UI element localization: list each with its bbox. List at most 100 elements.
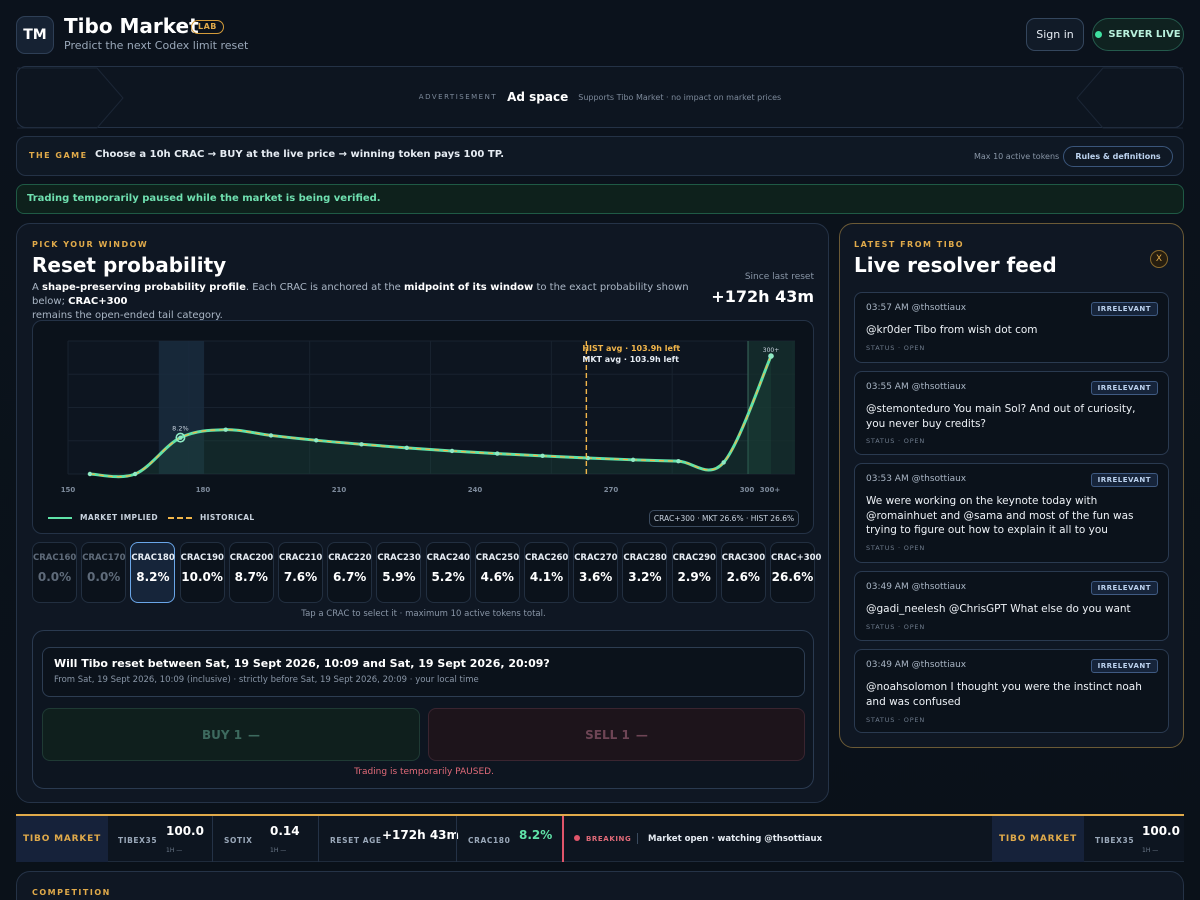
legend-historical: HISTORICAL xyxy=(168,513,255,522)
crac-tile-percent: 10.0% xyxy=(181,570,223,584)
tail-summary-pill: CRAC+300 · MKT 26.6% · HIST 26.6% xyxy=(649,510,799,527)
crac-tile[interactable]: CRAC280 3.2% xyxy=(622,542,668,603)
legend-market: MARKET IMPLIED xyxy=(48,513,158,522)
crac-tile[interactable]: CRAC200 8.7% xyxy=(228,542,274,603)
close-feed-button[interactable]: X xyxy=(1150,250,1168,268)
crac-tile-name: CRAC270 xyxy=(574,553,618,563)
ticker-tibex-sub-repeat: 1H — xyxy=(1142,847,1159,854)
x-tick-label: 150 xyxy=(61,486,76,494)
crac-tile[interactable]: CRAC180 8.2% xyxy=(130,542,176,603)
legend-market-swatch xyxy=(48,517,72,519)
feed-item-meta: 03:55 AM @thsottiaux xyxy=(866,382,967,392)
ad-left-ornament xyxy=(17,67,124,129)
crac-tile[interactable]: CRAC300 2.6% xyxy=(720,542,766,603)
x-tick-label: 240 xyxy=(468,486,483,494)
crac-tile-percent: 0.0% xyxy=(87,570,121,584)
trading-paused-note: Trading is temporarily PAUSED. xyxy=(354,767,494,777)
crac-tile-percent: 8.7% xyxy=(234,570,268,584)
crac-tile-percent: 5.9% xyxy=(382,570,416,584)
relevance-badge: IRRELEVANT xyxy=(1090,473,1158,487)
panel-description: A shape-preserving probability profile. … xyxy=(32,282,689,321)
feed-item-text: @kr0der Tibo from wish dot com xyxy=(866,324,1038,336)
crac-tile-percent: 0.0% xyxy=(37,570,72,584)
ticker-tibex-label: TIBEX35 xyxy=(118,836,158,845)
competition-section: COMPETITION xyxy=(16,871,1184,900)
market-point xyxy=(721,460,726,465)
ticker-sotix-value: 0.14 xyxy=(270,824,300,838)
breaking-label: BREAKING xyxy=(586,835,632,843)
x-tick-label: 300 xyxy=(740,486,755,494)
pause-banner: Trading temporarily paused while the mar… xyxy=(16,184,1184,214)
crac-tile[interactable]: CRAC290 2.9% xyxy=(671,542,717,603)
brand-title: Tibo Market xyxy=(64,14,199,38)
rules-button[interactable]: Rules & definitions xyxy=(1063,146,1173,167)
ticker-reset-label: RESET AGE xyxy=(330,836,382,845)
crac-tile[interactable]: CRAC+300 26.6% xyxy=(770,542,822,603)
feed-item[interactable]: 03:57 AM @thsottiaux IRRELEVANT @kr0der … xyxy=(854,292,1169,363)
x-tick-label: 180 xyxy=(196,486,211,494)
market-point xyxy=(178,435,183,440)
crac-tile-name: CRAC170 xyxy=(82,553,126,563)
probability-chart[interactable]: 8.2% 300+ HIST avg · 103.9h left MKT avg · … xyxy=(32,320,814,534)
ad-label: ADVERTISEMENT xyxy=(418,93,498,101)
ticker-bar: TIBO MARKET TIBEX35 100.0 1H — SOTIX 0.1… xyxy=(16,814,1184,862)
selected-point-label: 8.2% xyxy=(172,425,189,433)
relevance-badge: IRRELEVANT xyxy=(1090,659,1158,673)
feed-item-text: We were working on the keynote today wit… xyxy=(866,495,1134,536)
ad-banner[interactable]: ADVERTISEMENT Ad space Supports Tibo Mar… xyxy=(16,66,1184,129)
since-reset-label: Since last reset xyxy=(744,272,814,282)
crac-tile-name: CRAC260 xyxy=(525,553,569,563)
crac-tile[interactable]: CRAC160 0.0% xyxy=(32,542,77,603)
crac-tile-percent: 2.6% xyxy=(726,570,760,584)
crac-tile[interactable]: CRAC270 3.6% xyxy=(573,542,619,603)
hist-avg-label: HIST avg · 103.9h left xyxy=(582,344,680,353)
feed-item[interactable]: 03:49 AM @thsottiaux IRRELEVANT @noahsol… xyxy=(854,649,1169,733)
feed-kicker: LATEST FROM TIBO xyxy=(854,240,965,249)
market-area xyxy=(89,356,771,477)
crac-tile-name: CRAC280 xyxy=(623,553,667,563)
crac-tile-name: CRAC+300 xyxy=(771,553,822,563)
server-status-button[interactable]: SERVER LIVE xyxy=(1092,18,1184,51)
crac-tile[interactable]: CRAC190 10.0% xyxy=(179,542,225,603)
chart-svg[interactable]: 8.2% 300+ HIST avg · 103.9h left MKT avg · … xyxy=(33,321,815,506)
crac-tile-name: CRAC200 xyxy=(229,553,274,563)
crac-tile[interactable]: CRAC250 4.6% xyxy=(474,542,520,603)
crac-tile[interactable]: CRAC260 4.1% xyxy=(524,542,569,603)
crac-tile[interactable]: CRAC230 5.9% xyxy=(376,542,422,603)
breaking-separator xyxy=(637,833,638,844)
feed-item-status: STATUS · OPEN xyxy=(866,623,925,631)
relevance-badge: IRRELEVANT xyxy=(1090,302,1158,316)
relevance-badge: IRRELEVANT xyxy=(1090,581,1158,595)
feed-item[interactable]: 03:53 AM @thsottiaux IRRELEVANT We were … xyxy=(854,463,1169,563)
ticker-crac-value: 8.2% xyxy=(519,828,553,842)
sign-in-button[interactable]: Sign in xyxy=(1026,18,1084,51)
tap-note: Tap a CRAC to select it · maximum 10 act… xyxy=(301,609,546,619)
crac-tile[interactable]: CRAC170 0.0% xyxy=(81,542,127,603)
breaking-divider xyxy=(562,816,564,862)
buy-button[interactable]: BUY 1— xyxy=(42,708,420,761)
crac-tile[interactable]: CRAC210 7.6% xyxy=(278,542,323,603)
ticker-tibex-value: 100.0 xyxy=(166,824,204,838)
crac-tile-name: CRAC250 xyxy=(475,553,520,563)
feed-item-text: @gadi_neelesh @ChrisGPT What else do you… xyxy=(866,603,1131,615)
ticker-sotix-sub: 1H — xyxy=(270,847,287,854)
crac-tiles: CRAC160 0.0% CRAC170 0.0% CRAC180 8.2% CRAC190… xyxy=(32,542,822,604)
status-dot-icon xyxy=(1095,31,1103,38)
market-point xyxy=(676,458,681,464)
feed-item-status: STATUS · OPEN xyxy=(866,344,925,352)
ticker-divider xyxy=(212,816,213,862)
feed-title: Live resolver feed xyxy=(854,253,1057,277)
crac-tile[interactable]: CRAC240 5.2% xyxy=(425,542,471,603)
feed-item-meta: 03:57 AM @thsottiaux xyxy=(866,303,967,313)
sell-button[interactable]: SELL 1— xyxy=(428,708,805,761)
crac-tile-percent: 4.6% xyxy=(480,570,514,584)
mkt-avg-label: MKT avg · 103.9h left xyxy=(582,355,679,364)
breaking-text: Market open · watching @thsottiaux xyxy=(648,834,823,844)
ticker-divider xyxy=(318,816,319,862)
ticker-crac-label: CRAC180 xyxy=(468,836,511,845)
crac-tile-percent: 8.2% xyxy=(136,570,170,584)
logo: TM xyxy=(16,16,54,54)
feed-item[interactable]: 03:49 AM @thsottiaux IRRELEVANT @gadi_ne… xyxy=(854,571,1169,641)
crac-tile[interactable]: CRAC220 6.7% xyxy=(327,542,373,603)
feed-item[interactable]: 03:55 AM @thsottiaux IRRELEVANT @stemont… xyxy=(854,371,1169,455)
